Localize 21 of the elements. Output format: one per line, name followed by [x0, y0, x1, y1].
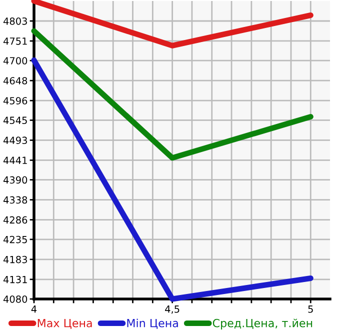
y-tick-label: 4545 [3, 116, 27, 124]
y-tick-label: 4390 [3, 176, 28, 184]
y-tick-label: 4493 [3, 136, 27, 144]
y-tick-label: 4751 [3, 38, 27, 45]
y-tick-label: 4235 [3, 236, 27, 244]
y-tick-label: 4648 [3, 77, 28, 84]
x-tick-label: 4,5 [165, 306, 180, 314]
y-tick-label: 4596 [3, 97, 28, 104]
x-tick-label: 5 [308, 306, 313, 313]
legend-label: Сред.Цена, т.йен [212, 318, 312, 330]
y-tick-label: 4183 [3, 256, 27, 264]
legend-label: Min Цена [127, 318, 178, 329]
y-tick-label: 4080 [3, 295, 28, 303]
y-tick-label: 4338 [3, 196, 28, 204]
y-tick-label: 4286 [3, 216, 28, 224]
y-tick-label: 4700 [3, 57, 28, 64]
y-tick-label: 4131 [3, 276, 27, 284]
y-tick-label: 4803 [3, 17, 27, 25]
x-tick-label: 4 [31, 306, 37, 313]
y-tick-label: 4441 [3, 156, 27, 164]
legend-label: Max Цена [38, 319, 92, 329]
